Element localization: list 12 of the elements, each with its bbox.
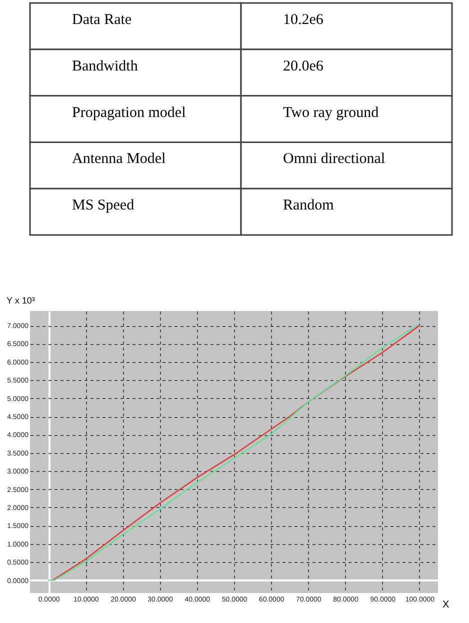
text: Data Rate bbox=[72, 12, 132, 28]
text: Random bbox=[283, 198, 334, 214]
text: Propagation model bbox=[72, 104, 186, 121]
text: 20.0e6 bbox=[283, 58, 324, 74]
text: Two ray ground bbox=[283, 104, 380, 121]
text: 10.2e6 bbox=[283, 12, 324, 28]
text: Bandwidth bbox=[72, 58, 138, 74]
x-axis-title: X bbox=[442, 600, 450, 610]
text: MS Speed bbox=[72, 198, 135, 214]
text: Omni directional bbox=[283, 151, 386, 168]
y-axis-title: Y x 10³ bbox=[6, 296, 35, 306]
text: Antenna Model bbox=[72, 151, 166, 168]
